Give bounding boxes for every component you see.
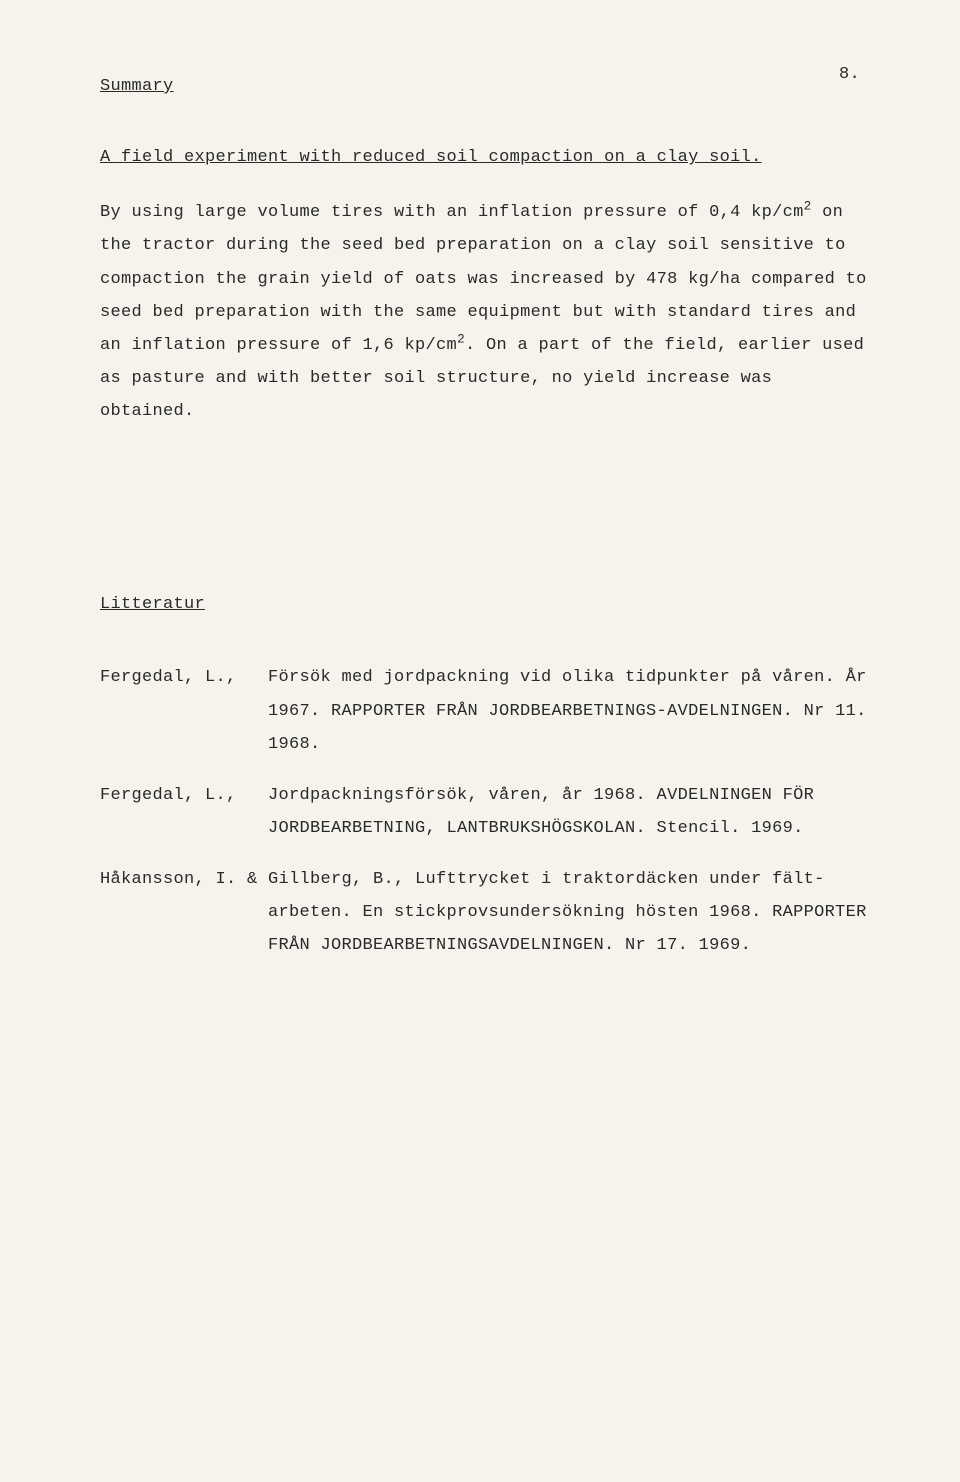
para-part1: By using large volume tires with an infl…: [100, 203, 804, 222]
reference-item: Fergedal, L., Försök med jordpackning vi…: [100, 661, 870, 760]
superscript-2: 2: [457, 331, 465, 346]
para-part2: on the tractor during the seed bed prepa…: [100, 203, 867, 355]
ref-author: Fergedal, L.,: [100, 779, 268, 812]
title-line: A field experiment with reduced soil com…: [100, 141, 870, 196]
litteratur-heading: Litteratur: [100, 588, 205, 621]
reference-item: Håkansson, I. & Gillberg, B., Lufttrycke…: [100, 863, 870, 962]
page-content: 8. Summary A field experiment with reduc…: [0, 0, 960, 1041]
ref-text: Försök med jordpackning vid olika tidpun…: [268, 661, 870, 760]
summary-paragraph: By using large volume tires with an infl…: [100, 196, 870, 428]
reference-item: Fergedal, L., Jordpackningsförsök, våren…: [100, 779, 870, 845]
ref-text: Håkansson, I. & Gillberg, B., Lufttrycke…: [100, 863, 870, 962]
ref-author: Fergedal, L.,: [100, 661, 268, 694]
document-title: A field experiment with reduced soil com…: [100, 141, 762, 174]
ref-text: Jordpackningsförsök, våren, år 1968. AVD…: [268, 779, 870, 845]
litteratur-section: Litteratur: [100, 588, 870, 661]
page-number: 8.: [839, 58, 860, 91]
superscript-1: 2: [804, 199, 812, 214]
summary-heading: Summary: [100, 70, 174, 103]
summary-section: Summary: [100, 70, 870, 141]
